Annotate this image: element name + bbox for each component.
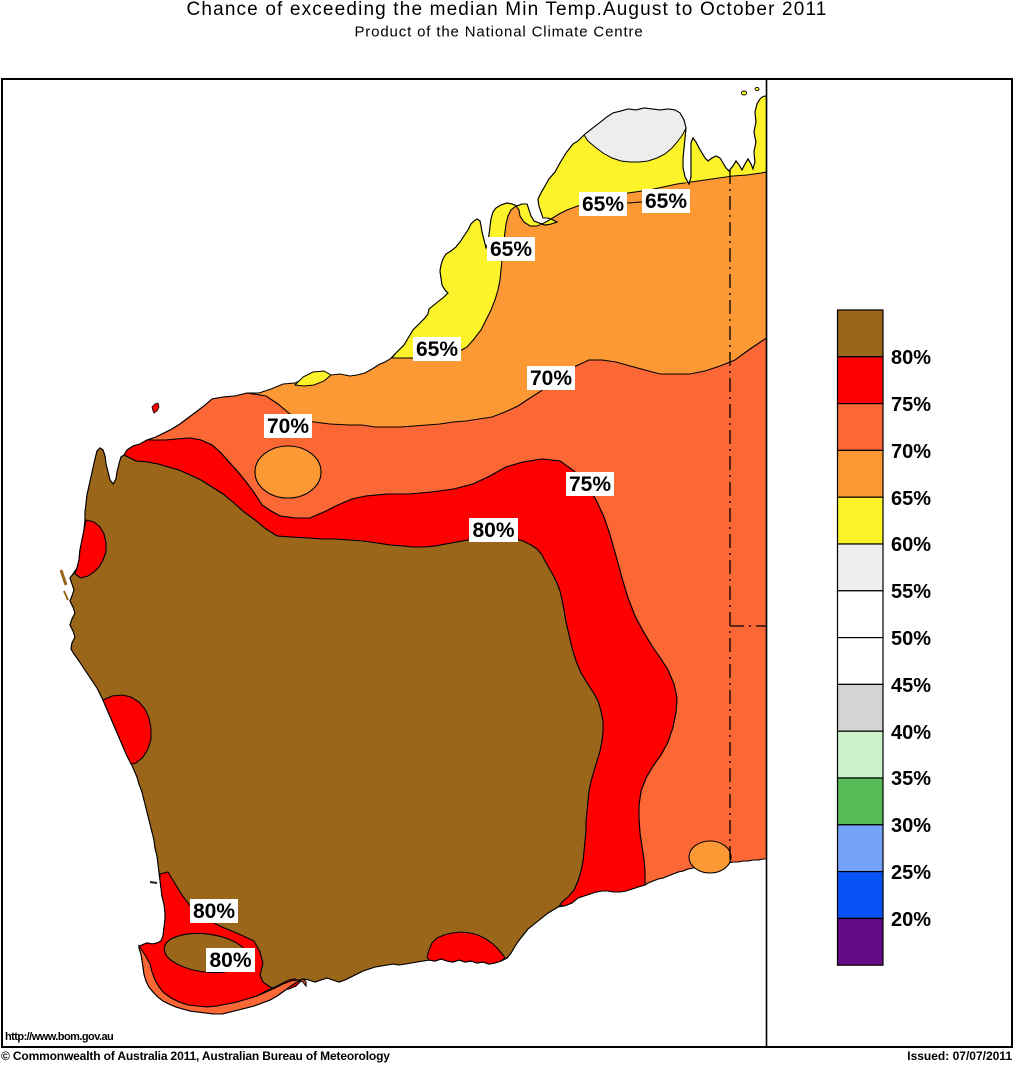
svg-text:© Commonwealth of Australia 20: © Commonwealth of Australia 2011, Austra… [1,1049,390,1063]
svg-text:75%: 75% [891,394,931,416]
svg-text:80%: 80% [193,900,235,923]
svg-text:20%: 20% [891,909,931,931]
svg-text:70%: 70% [891,441,931,463]
svg-text:75%: 75% [569,473,611,496]
svg-text:80%: 80% [472,519,514,542]
svg-text:65%: 65% [582,193,624,216]
svg-text:65%: 65% [490,238,532,261]
svg-text:Chance of exceeding the median: Chance of exceeding the median Min Temp.… [187,0,828,20]
svg-text:60%: 60% [891,534,931,556]
svg-text:65%: 65% [891,488,931,510]
svg-text:80%: 80% [891,347,931,369]
svg-text:70%: 70% [530,367,572,390]
svg-text:http://www.bom.gov.au: http://www.bom.gov.au [5,1031,113,1043]
svg-text:65%: 65% [416,338,458,361]
svg-text:55%: 55% [891,581,931,603]
svg-text:25%: 25% [891,862,931,884]
svg-text:Product of the National Climat: Product of the National Climate Centre [354,24,643,41]
svg-text:30%: 30% [891,815,931,837]
svg-text:65%: 65% [645,190,687,213]
svg-text:40%: 40% [891,722,931,744]
svg-text:Issued: 07/07/2011: Issued: 07/07/2011 [907,1049,1012,1063]
svg-text:45%: 45% [891,675,931,697]
svg-text:35%: 35% [891,768,931,790]
svg-text:80%: 80% [209,949,251,972]
svg-text:70%: 70% [267,415,309,438]
svg-text:50%: 50% [891,628,931,650]
